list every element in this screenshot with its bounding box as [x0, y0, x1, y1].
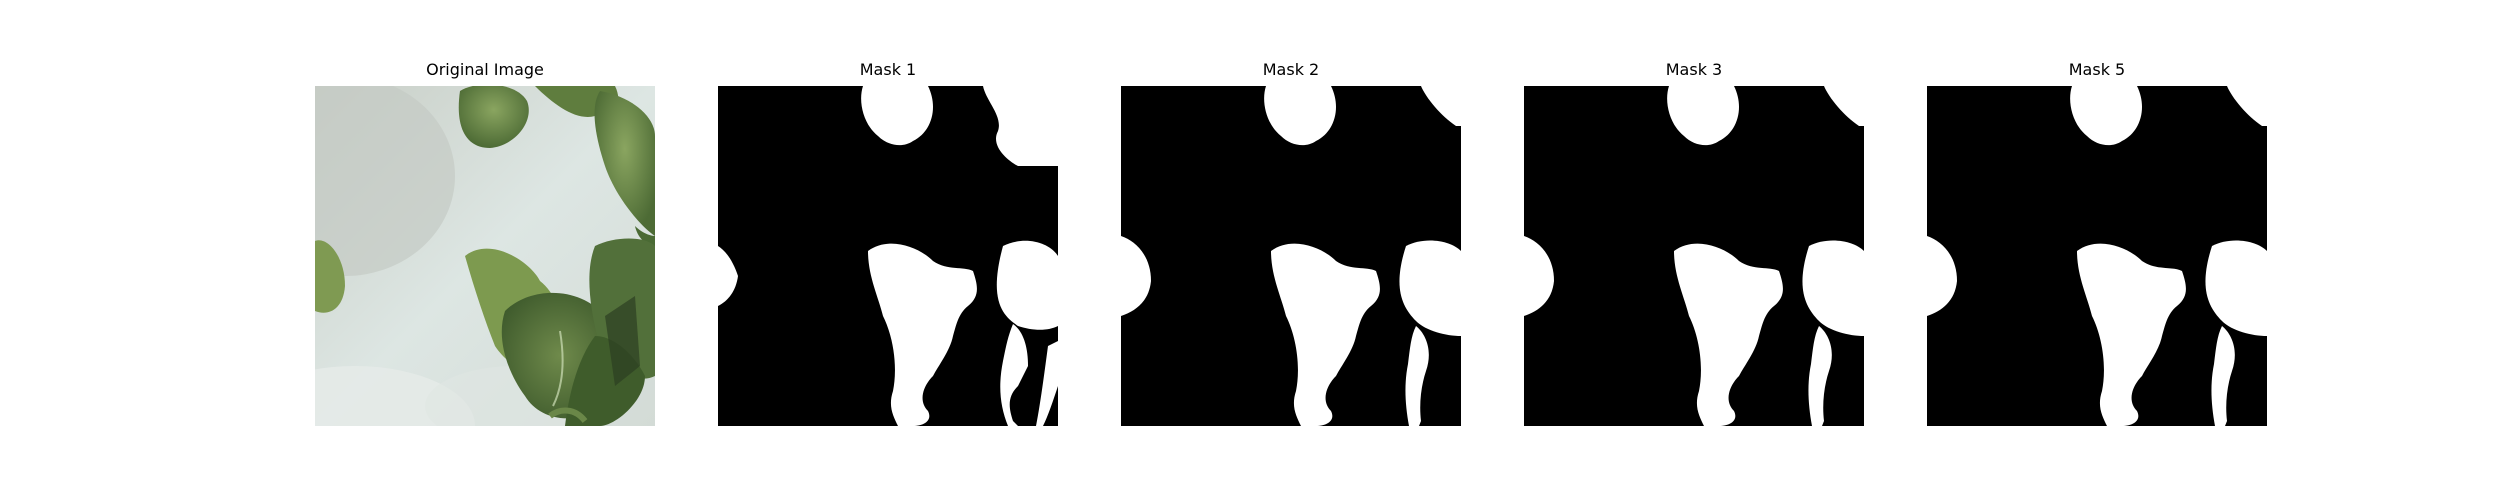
panel-title: Mask 1: [859, 60, 917, 79]
panel-mask-5: Mask 5: [1927, 60, 2267, 426]
mask-image: [1927, 86, 2267, 426]
panel-title: Mask 3: [1665, 60, 1723, 79]
panel-original-image: Original Image: [315, 60, 655, 426]
original-image: [315, 86, 655, 426]
mask-image: [718, 86, 1058, 426]
mask-image: [1121, 86, 1461, 426]
panel-title: Mask 5: [2068, 60, 2126, 79]
panel-title: Original Image: [426, 60, 544, 79]
panel-mask-3: Mask 3: [1524, 60, 1864, 426]
mask-image: [1524, 86, 1864, 426]
panel-mask-1: Mask 1: [718, 60, 1058, 426]
panel-title: Mask 2: [1262, 60, 1320, 79]
panel-mask-2: Mask 2: [1121, 60, 1461, 426]
